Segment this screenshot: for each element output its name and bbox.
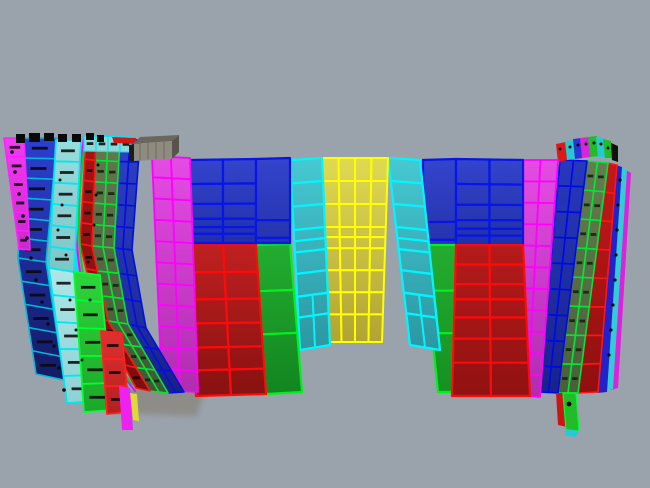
left-red-grid: [188, 243, 268, 398]
left-magenta-column: [151, 155, 199, 393]
left-edge-dots: [10, 150, 66, 392]
left-scatter-dots: [56, 163, 100, 362]
right-top-tab-red: [556, 142, 568, 162]
left-blue-band-bottom: [127, 323, 185, 394]
model-shapes-root: [3, 133, 631, 437]
right-red-grid: [450, 243, 532, 398]
left-green-column: [254, 242, 304, 396]
right-bottom-tab-tip: [565, 429, 579, 437]
right-top-tab-magenta: [580, 137, 591, 158]
left-blue-grid: [188, 157, 258, 245]
right-top-tab-cyan-2: [596, 137, 605, 157]
right-bottom-tab-dot: [566, 401, 572, 407]
left-cyan-split: [296, 292, 331, 351]
left-olive-band-mid: [91, 245, 129, 325]
right-blue-grid: [454, 157, 525, 247]
left-teal-label-strip-top: [48, 139, 82, 273]
left-magenta-bottom-sliver: [119, 386, 133, 430]
right-cyan-split: [403, 292, 441, 351]
gray-box-top: [133, 135, 179, 144]
left-yellow-bottom-sliver: [130, 393, 139, 421]
right-top-tab-black: [611, 143, 618, 162]
left-blue-band-mid: [113, 247, 147, 329]
gray-box-front: [133, 141, 172, 161]
right-top-tab-green: [588, 136, 599, 157]
gray-box-front-lines: [139, 141, 165, 161]
right-top-tab-dots: [558, 141, 610, 151]
left-olive-band-bottom: [107, 320, 169, 394]
left-top-black-caps: [16, 133, 104, 143]
left-red-top-sliver: [112, 137, 136, 144]
center-yellow-grid: [321, 157, 389, 343]
right-top-tab-blue: [573, 138, 583, 159]
right-bottom-tab-green: [562, 392, 580, 432]
gray-box-side: [172, 135, 179, 159]
left-blue-label-strip-top: [17, 137, 58, 263]
right-edge-dots: [607, 178, 622, 357]
gray-box-left-edge: [129, 144, 134, 161]
left-green-label-strip: [73, 271, 114, 413]
left-blue-panel-wide: [254, 156, 292, 245]
left-magenta-wedge: [3, 137, 31, 251]
left-blue-label-strip-bottom: [17, 257, 65, 381]
right-top-tab-cyan: [565, 140, 576, 160]
left-red-band-top: [79, 137, 97, 247]
